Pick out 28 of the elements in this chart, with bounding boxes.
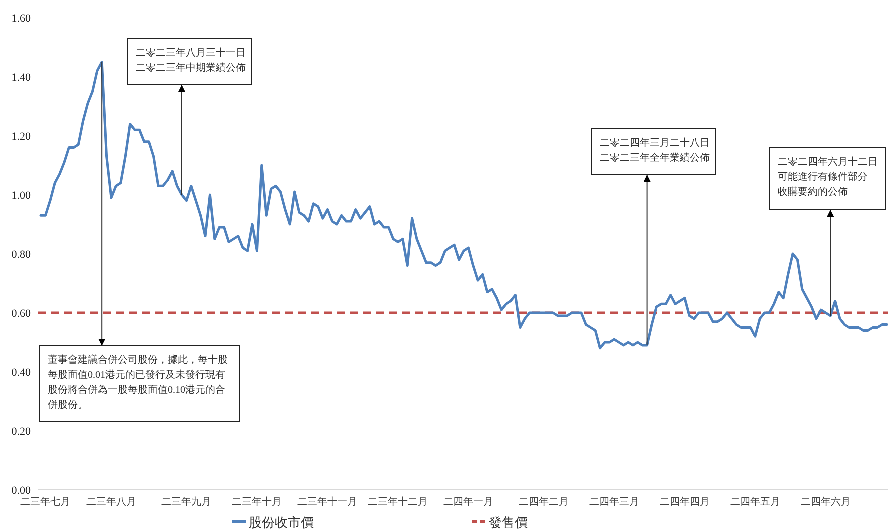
y-tick-label: 0.60 [12,308,32,320]
x-tick-label: 二三年七月 [20,496,71,508]
y-tick-label: 0.80 [12,249,32,261]
y-tick-label: 1.00 [12,190,32,202]
y-tick-label: 0.20 [12,426,32,438]
y-tick-label: 1.20 [12,131,32,143]
x-tick-label: 二四年一月 [444,496,494,508]
annotation: 二零二四年六月十二日可能進行有條件部分收購要約的公佈 [778,156,878,198]
x-tick-label: 二三年十一月 [298,496,358,508]
x-tick-label: 二四年四月 [660,496,710,508]
x-tick-label: 二四年五月 [730,496,780,508]
x-tick-label: 二四年二月 [518,496,569,508]
x-tick-label: 二三年十二月 [368,496,428,508]
x-tick-label: 二四年六月 [800,496,851,508]
annotation: 二零二三年八月三十一日二零二三年中期業績公佈 [136,47,246,74]
x-tick-label: 二四年三月 [589,496,640,508]
annotation: 董事會建議合併公司股份，據此，每十股每股面值0.01港元的已發行及未發行現有股份將合併為一股每股面值0.10港元的合併股份。 [48,354,228,411]
y-tick-label: 1.60 [12,13,32,25]
legend-label: 發售價 [489,515,528,530]
x-tick-label: 二三年十月 [232,496,282,508]
y-tick-label: 0.00 [12,485,32,497]
x-tick-label: 二三年八月 [86,496,136,508]
y-tick-label: 1.40 [12,72,32,84]
line-series [40,61,888,350]
y-tick-label: 0.40 [12,367,32,379]
annotation: 二零二四年三月二十八日二零二三年全年業績公佈 [600,137,710,164]
legend-label: 股份收市價 [249,515,314,530]
x-tick-label: 二三年九月 [162,496,212,508]
